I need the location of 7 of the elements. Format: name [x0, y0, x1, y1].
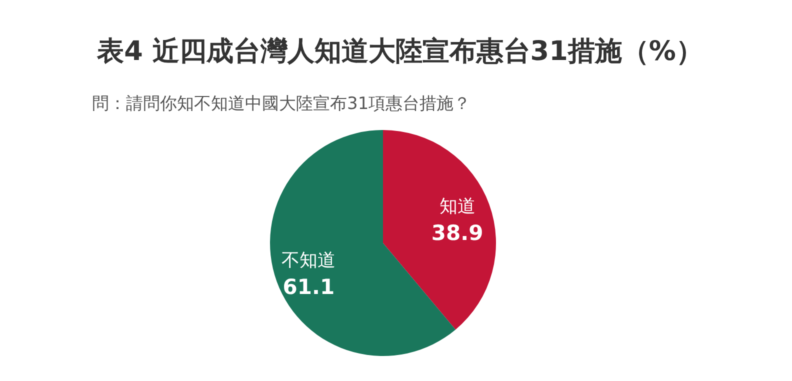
slice-label: 不知道: [282, 250, 336, 272]
pie-slice: [383, 130, 496, 330]
chart-subtitle: 問：請問你知不知道中國大陸宣布31項惠台措施？: [92, 94, 471, 114]
data-label: 61.1: [282, 275, 335, 300]
data-label: 38.9: [431, 220, 484, 245]
chart-title: 表4 近四成台灣人知道大陸宣布惠台31措施（%）: [96, 36, 703, 67]
slice-label: 知道: [439, 196, 476, 217]
